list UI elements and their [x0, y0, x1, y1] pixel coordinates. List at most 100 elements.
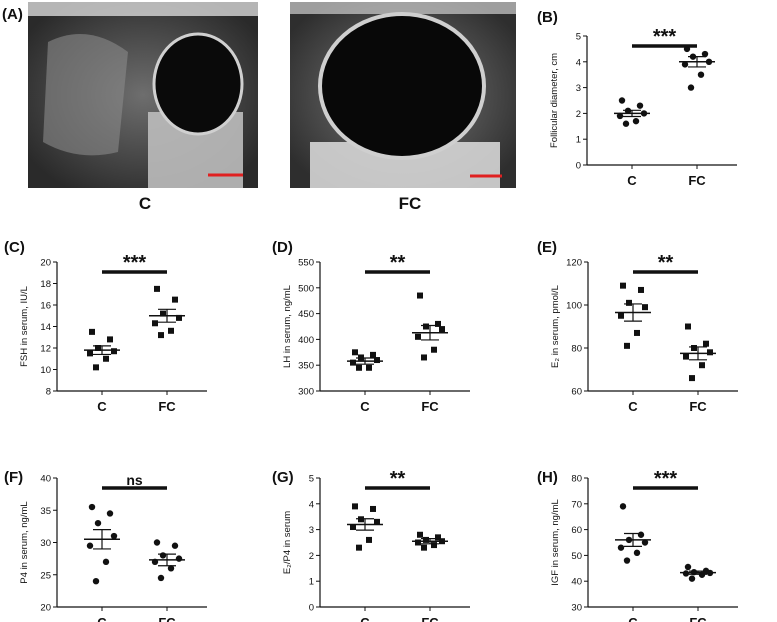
y-tick-label: 500: [298, 283, 314, 294]
y-axis-label: E₂ in serum, pmol/L: [550, 285, 561, 368]
category-label: C: [97, 615, 107, 622]
significance-label: **: [390, 468, 406, 490]
data-point: [352, 349, 358, 356]
panel-letter: (C): [4, 239, 25, 256]
data-point: [617, 544, 625, 551]
data-point: [691, 345, 697, 351]
y-axis-label: P4 in serum, ng/mL: [19, 501, 30, 583]
data-point: [160, 310, 166, 317]
data-point: [684, 563, 692, 571]
y-axis-label: IGF in serum, ng/mL: [550, 499, 561, 586]
data-point: [356, 364, 362, 371]
data-point: [618, 312, 624, 319]
data-point: [107, 336, 113, 343]
data-point: [415, 333, 421, 340]
y-tick-label: 10: [40, 365, 51, 376]
ultrasound-fc-graphic: [290, 2, 516, 188]
data-point: [637, 531, 645, 538]
data-point: [103, 355, 109, 362]
category-label: FC: [689, 615, 707, 622]
data-point: [350, 524, 356, 531]
significance-label: ***: [653, 26, 677, 48]
data-point: [687, 84, 695, 91]
data-point: [701, 50, 709, 58]
y-tick-label: 4: [309, 499, 314, 510]
data-point: [633, 549, 641, 557]
data-point: [158, 332, 164, 339]
data-point: [171, 542, 179, 549]
category-label: C: [360, 399, 370, 414]
significance-label: ***: [123, 252, 147, 274]
data-point: [685, 323, 691, 330]
data-point: [417, 292, 423, 299]
data-point: [624, 342, 630, 349]
data-point: [683, 353, 689, 360]
panel-letter: (B): [537, 9, 558, 26]
data-point: [168, 327, 174, 334]
data-point: [157, 574, 165, 582]
panel-letter: (E): [537, 239, 557, 256]
panel-letter: (G): [272, 469, 294, 486]
data-point: [626, 299, 632, 306]
ultrasound-c-graphic: [28, 2, 258, 188]
data-point: [622, 120, 630, 127]
data-point: [88, 503, 96, 511]
category-label: C: [97, 399, 107, 414]
y-tick-label: 0: [309, 603, 314, 614]
y-tick-label: 300: [298, 387, 314, 398]
data-point: [697, 71, 705, 78]
y-tick-label: 16: [40, 301, 51, 312]
y-tick-label: 550: [298, 258, 314, 269]
data-point: [682, 570, 690, 577]
y-tick-label: 0: [576, 161, 581, 172]
significance-label: **: [390, 252, 406, 274]
data-point: [172, 296, 178, 303]
ultrasound-image-c: [28, 2, 258, 188]
y-axis-label: FSH in serum, IU/L: [19, 286, 30, 367]
panel-letter: (F): [4, 469, 23, 486]
y-tick-label: 5: [309, 474, 314, 485]
category-label: C: [360, 615, 370, 622]
y-tick-label: 30: [40, 538, 51, 549]
y-tick-label: 18: [40, 279, 51, 290]
y-tick-label: 30: [571, 603, 582, 614]
data-point: [152, 320, 158, 327]
data-point: [366, 364, 372, 371]
panel-letter: (D): [272, 239, 293, 256]
data-point: [95, 345, 101, 351]
data-point: [421, 544, 427, 551]
y-tick-label: 3: [309, 525, 314, 536]
data-point: [618, 97, 626, 104]
y-axis-label: Follicular diameter, cm: [549, 53, 560, 148]
data-point: [352, 503, 358, 510]
data-point: [703, 340, 709, 347]
y-axis-label: LH in serum, ng/mL: [282, 285, 293, 368]
data-point: [642, 304, 648, 311]
data-point: [356, 544, 362, 551]
data-point: [102, 558, 110, 566]
data-point: [435, 320, 441, 327]
data-point: [370, 505, 376, 512]
data-point: [707, 349, 713, 356]
category-label: FC: [688, 173, 706, 188]
data-point: [93, 364, 99, 371]
image-label-fc: FC: [398, 194, 422, 213]
y-tick-label: 2: [309, 551, 314, 562]
significance-label: ***: [654, 468, 678, 490]
data-point: [110, 532, 118, 540]
y-tick-label: 100: [566, 301, 582, 312]
y-tick-label: 14: [40, 322, 51, 333]
data-point: [632, 117, 640, 125]
y-tick-label: 120: [566, 258, 582, 269]
category-label: FC: [158, 615, 176, 622]
y-tick-label: 400: [298, 335, 314, 346]
data-point: [86, 542, 94, 549]
data-point: [374, 518, 380, 525]
data-point: [638, 286, 644, 293]
category-label: FC: [421, 615, 439, 622]
y-tick-label: 2: [576, 109, 581, 120]
